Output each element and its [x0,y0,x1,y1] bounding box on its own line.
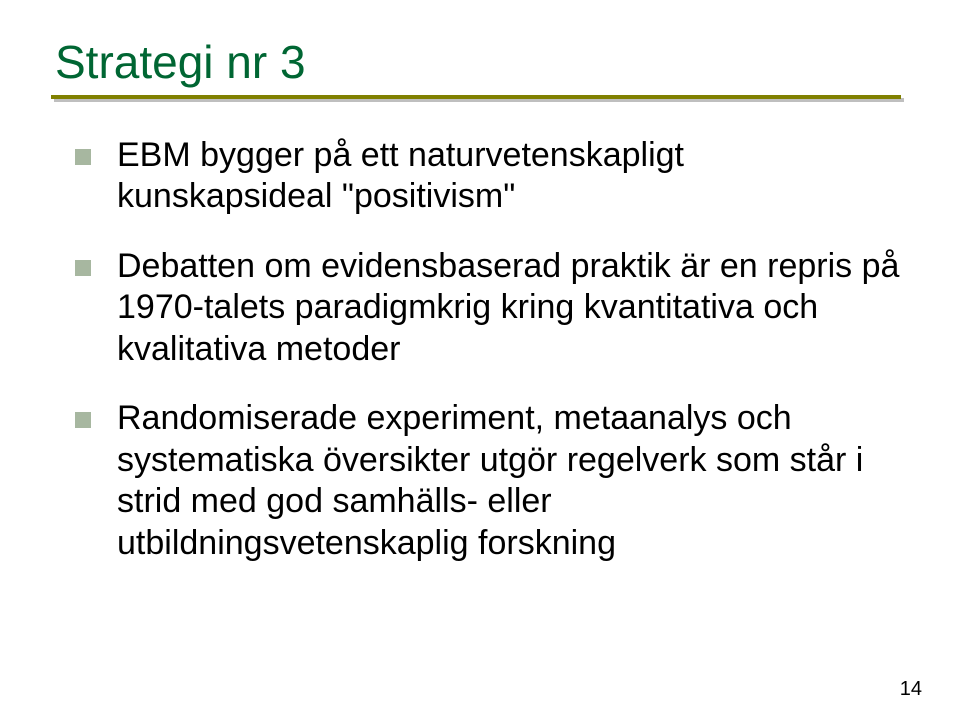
title-rule [51,95,905,105]
bullet-list: EBM bygger på ett naturvetenskapligt kun… [55,135,905,564]
page-number: 14 [900,678,922,701]
bullet-square-icon [75,149,91,165]
bullet-square-icon [75,260,91,276]
bullet-text: EBM bygger på ett naturvetenskapligt kun… [117,136,684,215]
list-item: Randomiserade experiment, metaanalys och… [75,398,905,564]
slide: Strategi nr 3 EBM bygger på ett naturvet… [0,0,960,721]
title-rule-line [51,95,901,99]
bullet-text: Randomiserade experiment, metaanalys och… [117,399,863,561]
slide-title: Strategi nr 3 [55,35,905,89]
list-item: EBM bygger på ett naturvetenskapligt kun… [75,135,905,218]
list-item: Debatten om evidensbaserad praktik är en… [75,246,905,370]
bullet-text: Debatten om evidensbaserad praktik är en… [117,247,899,368]
bullet-square-icon [75,412,91,428]
